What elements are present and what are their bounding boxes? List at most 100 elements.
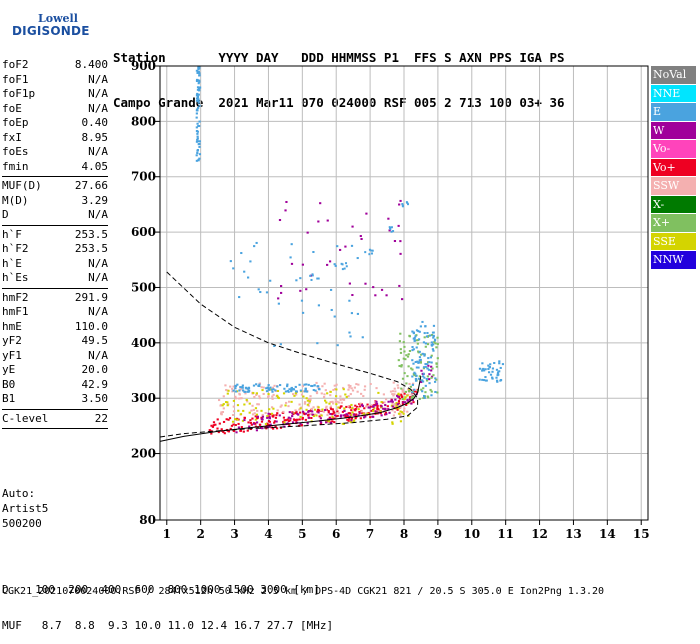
echo-point <box>255 393 258 396</box>
echo-point <box>369 405 372 408</box>
echo-point <box>345 395 348 398</box>
param-name: h`E <box>2 256 22 270</box>
echo-point <box>196 122 199 125</box>
param-value: 3.29 <box>81 193 109 207</box>
autoscaling-info: Auto: Artist5 500200 <box>2 486 48 531</box>
echo-point <box>413 390 417 393</box>
echo-point <box>299 411 302 414</box>
echo-point <box>290 387 293 390</box>
second-hop-point <box>341 268 344 271</box>
param-row: yE 20.0 <box>2 363 108 378</box>
echo-point <box>294 409 297 412</box>
echo-point <box>247 389 250 392</box>
param-row: h`E N/A <box>2 257 108 272</box>
echo-point <box>255 392 258 395</box>
echo-point <box>285 419 288 422</box>
echo-point <box>345 405 348 408</box>
echo-point <box>411 399 414 402</box>
echo-point <box>380 414 383 417</box>
second-hop-point <box>309 274 312 277</box>
echo-point <box>363 388 366 391</box>
echo-point <box>435 365 438 368</box>
echo-point <box>395 401 398 404</box>
echo-point <box>243 416 246 419</box>
echo-point <box>404 390 407 393</box>
echo-point <box>334 400 337 403</box>
legend-entry: X- <box>651 195 696 213</box>
echo-point <box>249 421 252 424</box>
param-name: B0 <box>2 377 16 391</box>
echo-point <box>397 386 400 389</box>
echo-point <box>312 251 315 254</box>
echo-point <box>420 388 423 391</box>
echo-point <box>230 424 234 427</box>
echo-point <box>210 432 213 435</box>
echo-point <box>289 256 292 259</box>
echo-point <box>331 400 334 403</box>
echo-point <box>305 397 308 400</box>
echo-point <box>261 389 264 392</box>
echo-point <box>299 289 302 292</box>
echo-point <box>484 368 487 371</box>
y-tick-label: 600 <box>131 225 156 239</box>
echo-point <box>420 381 423 384</box>
echo-point <box>261 413 264 416</box>
echo-point <box>329 412 332 415</box>
echo-point <box>399 420 403 423</box>
y-tick-label: 500 <box>131 280 156 294</box>
echo-point <box>342 414 345 417</box>
echo-point <box>261 415 265 418</box>
echo-point <box>407 400 410 403</box>
param-row: C-level 22 <box>2 412 108 427</box>
echo-point <box>327 409 330 412</box>
echo-point <box>271 397 274 400</box>
echo-point <box>396 408 399 411</box>
echo-point <box>222 420 226 423</box>
echo-point <box>401 398 404 401</box>
echo-point <box>376 404 379 407</box>
echo-point <box>411 359 414 362</box>
echo-point <box>288 411 291 414</box>
echo-point <box>195 99 199 102</box>
echo-point <box>265 424 268 427</box>
echo-point <box>341 410 345 413</box>
echo-point <box>412 382 415 385</box>
echo-point <box>407 414 410 417</box>
echo-point <box>313 384 316 387</box>
echo-point <box>196 135 199 138</box>
echo-point <box>314 408 317 411</box>
echo-point <box>309 413 313 416</box>
echo-point <box>295 279 298 282</box>
param-row: MUF(D) 27.66 <box>2 179 108 194</box>
param-name: foEp <box>2 116 29 129</box>
param-name: yE <box>2 363 16 376</box>
param-row: foE N/A <box>2 102 108 117</box>
echo-point <box>422 372 425 375</box>
echo-point <box>326 392 329 395</box>
x-tick-label: 4 <box>264 527 272 541</box>
param-value: 4.05 <box>81 159 109 173</box>
echo-point <box>413 371 416 374</box>
echo-point <box>232 429 235 432</box>
echo-point <box>366 403 369 406</box>
echo-point <box>387 217 390 220</box>
echo-point <box>292 388 295 391</box>
param-value: N/A <box>88 256 108 270</box>
echo-point <box>391 393 394 396</box>
x-tick-label: 2 <box>196 527 204 541</box>
echo-point <box>400 365 403 368</box>
echo-point <box>487 364 490 367</box>
echo-point <box>384 408 387 411</box>
echo-point <box>418 375 421 378</box>
echo-point <box>198 86 202 89</box>
echo-point <box>491 367 495 370</box>
echo-point <box>264 423 268 426</box>
echo-point <box>222 403 225 406</box>
echo-point <box>195 94 199 97</box>
echo-point <box>241 384 244 387</box>
echo-point <box>274 389 277 392</box>
echo-point <box>407 353 410 356</box>
param-row: hmE 110.0 <box>2 320 108 335</box>
echo-point <box>478 378 481 381</box>
second-hop-point <box>388 226 391 229</box>
